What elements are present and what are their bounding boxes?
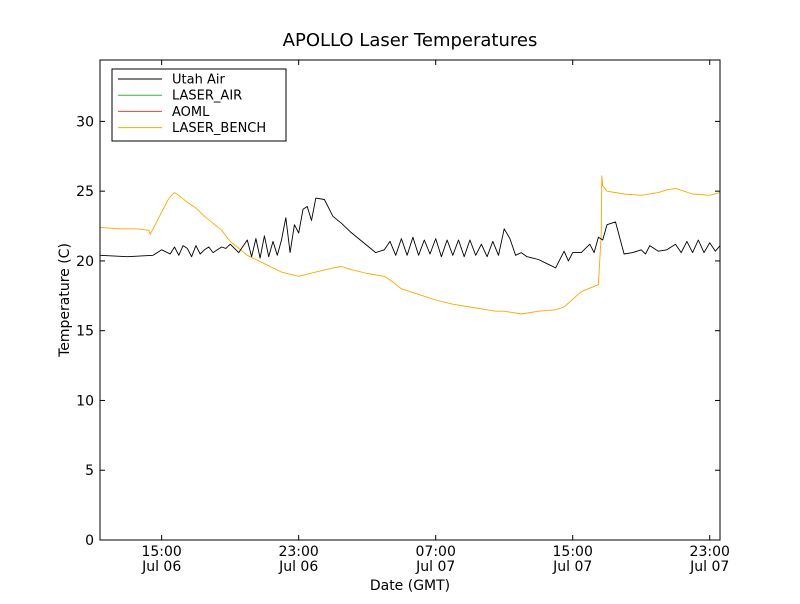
y-axis: 0 5 10 15 20 25 30: [76, 114, 720, 549]
y-tick-label: 30: [76, 114, 94, 130]
legend-label: Utah Air: [172, 73, 225, 88]
x-tick-label-time: 15:00: [141, 544, 181, 560]
series-layer: [99, 175, 721, 315]
y-tick-label: 25: [76, 184, 94, 200]
x-tick-label-date: Jul 07: [552, 559, 592, 575]
x-tick-label-date: Jul 07: [415, 559, 455, 575]
x-tick-label-time: 15:00: [553, 544, 593, 560]
legend-box: [111, 68, 287, 142]
x-tick-label-time: 23:00: [690, 544, 730, 560]
x-tick-label-time: 07:00: [416, 544, 456, 560]
chart-title: APOLLO Laser Temperatures: [283, 30, 538, 51]
legend-label: LASER_AIR: [172, 89, 242, 104]
y-tick-label: 0: [85, 533, 94, 549]
y-tick-label: 20: [76, 254, 94, 270]
x-tick-label-date: Jul 06: [278, 559, 318, 575]
y-tick-label: 10: [76, 393, 94, 409]
x-tick-label-time: 23:00: [278, 544, 318, 560]
legend-label: AOML: [172, 105, 210, 120]
plot-frame: [99, 59, 721, 541]
y-tick-label: 5: [85, 463, 94, 479]
x-axis-label: Date (GMT): [370, 578, 450, 594]
x-tick-label-date: Jul 06: [141, 559, 181, 575]
y-tick-label: 15: [76, 324, 94, 340]
x-tick-label-date: Jul 07: [689, 559, 729, 575]
series-line-utah-air: [99, 197, 721, 269]
legend-label: LASER_BENCH: [172, 121, 266, 136]
series-line-laser-bench: [99, 175, 721, 315]
y-axis-label: Temperature (C): [57, 243, 73, 358]
